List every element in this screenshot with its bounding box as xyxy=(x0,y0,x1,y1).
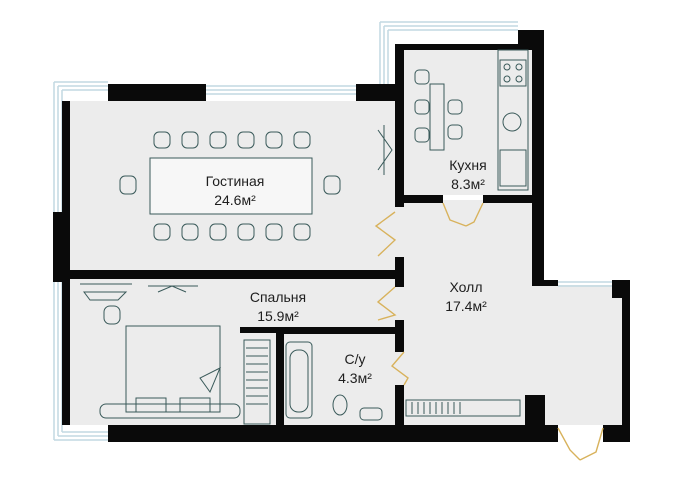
kitchen-floor xyxy=(404,50,532,195)
walls xyxy=(53,30,630,442)
wall-kitchen-left xyxy=(395,44,404,207)
window-top-living xyxy=(206,85,356,95)
bath-area: 4.3м² xyxy=(338,370,372,386)
wall-bottom xyxy=(108,425,558,442)
tv-stand xyxy=(377,125,393,175)
window-kitchen xyxy=(379,21,518,84)
doors xyxy=(374,202,604,461)
door-kitchen-right xyxy=(465,202,484,227)
bathtub-inner xyxy=(289,349,309,413)
bath-name: С/у xyxy=(344,351,366,367)
door-kitchen-left xyxy=(442,202,467,227)
chairs-bottom xyxy=(153,223,311,241)
door-living xyxy=(374,211,397,257)
living-room-label: Гостиная 24.6м² xyxy=(190,172,280,210)
wardrobe-hangers xyxy=(246,347,268,405)
chairs-top xyxy=(153,131,311,149)
kitchen-furniture xyxy=(414,49,529,191)
kitchen-counter xyxy=(497,49,529,191)
wall-hall-west-a xyxy=(395,257,404,287)
hall-extension-floor xyxy=(535,285,625,425)
wall-bath-top xyxy=(280,327,404,334)
kitchen-label: Кухня 8.3м² xyxy=(428,156,508,194)
hall-name: Холл xyxy=(449,279,483,295)
bed-blanket-fold xyxy=(199,366,221,394)
bathtub xyxy=(285,341,313,419)
toilet-icon xyxy=(332,394,348,416)
wall-bath-right xyxy=(395,385,404,425)
bedroom-area: 15.9м² xyxy=(257,308,299,324)
hall-shelf xyxy=(405,399,521,417)
kitchen-area: 8.3м² xyxy=(451,176,485,192)
sink-icon xyxy=(502,112,522,132)
wall-right-kitchen xyxy=(532,30,544,280)
hall-label: Холл 17.4м² xyxy=(424,278,508,316)
hall-floor xyxy=(395,200,535,425)
pillow-left xyxy=(135,397,167,413)
wall-right-outer xyxy=(622,280,630,442)
wall-bath-left xyxy=(276,327,284,425)
door-bedroom xyxy=(376,286,397,321)
floors xyxy=(70,50,625,425)
wall-top-living-a xyxy=(108,84,206,101)
hall-shelf-lines xyxy=(411,402,461,414)
wall-left-inner xyxy=(62,101,70,425)
tv-bedroom xyxy=(148,285,198,293)
bedroom-furniture xyxy=(80,283,271,425)
window-hall xyxy=(558,281,629,420)
hall-area: 17.4м² xyxy=(445,298,487,314)
wardrobe xyxy=(243,339,271,425)
kitchen-table xyxy=(429,83,445,151)
wall-hall-west-b xyxy=(395,320,404,352)
chair-left xyxy=(119,175,137,195)
living-furniture xyxy=(119,125,393,241)
door-entrance xyxy=(557,427,604,461)
pillow-right xyxy=(179,397,211,413)
window-left-upper xyxy=(53,81,108,212)
wall-closet-left xyxy=(240,327,276,333)
wall-kitchen-bottom-a xyxy=(395,195,443,203)
living-room-name: Гостиная xyxy=(205,173,265,189)
stove-icon xyxy=(499,59,527,87)
bath-label: С/у 4.3м² xyxy=(322,350,388,388)
fridge xyxy=(499,149,527,187)
dining-table xyxy=(149,157,313,215)
wall-right-hall xyxy=(532,280,558,286)
washbasin xyxy=(359,407,383,421)
bed-headboard xyxy=(99,403,241,419)
living-room-area: 24.6м² xyxy=(214,192,256,208)
wall-top-living-b xyxy=(356,84,404,101)
hall-furniture xyxy=(405,399,521,417)
bath-furniture xyxy=(285,341,383,421)
kitchen-name: Кухня xyxy=(449,157,487,173)
bath-floor xyxy=(284,333,396,425)
desk xyxy=(80,283,132,301)
armchair xyxy=(103,305,121,325)
wall-kitchen-top xyxy=(395,44,518,50)
wall-kitchen-bottom-b xyxy=(483,195,535,203)
bedroom-label: Спальня 15.9м² xyxy=(230,288,326,326)
chair-right xyxy=(323,175,341,195)
door-bath xyxy=(390,351,409,386)
wall-living-bedroom xyxy=(62,270,404,279)
wall-hall-lower xyxy=(525,395,545,442)
bedroom-name: Спальня xyxy=(249,289,307,305)
